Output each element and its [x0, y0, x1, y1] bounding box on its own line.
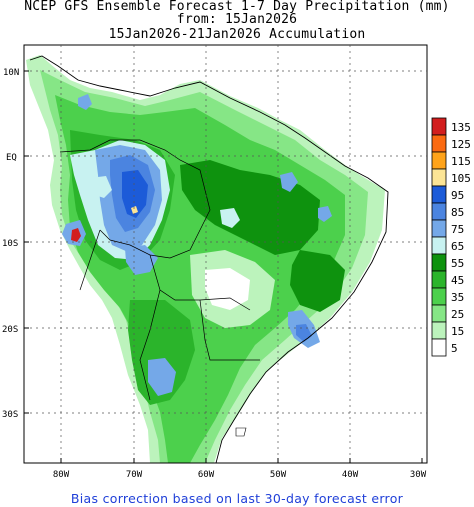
lat-label-30s: 30S	[2, 410, 18, 420]
map-subtitle-from: from: 15Jan2026	[176, 12, 298, 27]
legend-swatch	[431, 287, 447, 306]
precip-65-paraguay	[148, 358, 176, 396]
country-borders	[59, 139, 260, 401]
ticks	[24, 70, 423, 463]
lon-label-50w: 50W	[270, 470, 287, 480]
precip-95-105-spot	[131, 206, 138, 214]
precip-65-east-2	[318, 206, 332, 222]
legend-label: 95	[451, 189, 464, 202]
lat-label-eq: EQ	[6, 153, 17, 163]
precip-65-bolivia	[125, 245, 158, 275]
legend-label: 85	[451, 206, 464, 219]
lat-label-20s: 20S	[2, 325, 18, 335]
lake	[235, 427, 247, 437]
legend-swatch	[431, 185, 447, 204]
legend-label: 25	[451, 308, 464, 321]
legend-label: 15	[451, 325, 464, 338]
legend-swatch	[431, 134, 447, 153]
legend-label: 35	[451, 291, 464, 304]
precipitation-field	[26, 55, 389, 463]
lat-label-10s: 10S	[2, 239, 18, 249]
legend-label: 5	[451, 342, 458, 355]
precip-65-east-1	[280, 172, 298, 192]
dry-interior-2	[205, 268, 250, 310]
precip-legend: 135 125 115 105 95 85 75 65 55 45 35 25 15 5	[431, 117, 471, 357]
legend-label: 105	[451, 172, 471, 185]
legend-label: 75	[451, 223, 464, 236]
map-title: NCEP GFS Ensemble Forecast 1-7 Day Preci…	[24, 0, 450, 14]
plot-frame	[23, 44, 428, 464]
legend-swatch	[431, 321, 447, 340]
legend-label: 125	[451, 138, 471, 151]
precip-65-minas	[220, 208, 240, 228]
legend-swatch	[431, 236, 447, 255]
precip-45-55-east	[290, 250, 345, 312]
legend-swatch	[431, 253, 447, 272]
legend-swatch	[431, 168, 447, 187]
lon-label-60w: 60W	[198, 470, 215, 480]
legend-swatch	[431, 338, 447, 357]
legend-swatch	[431, 270, 447, 289]
precip-85-95-area	[122, 170, 148, 218]
precip-65-north	[78, 94, 92, 110]
legend-swatch	[431, 202, 447, 221]
lat-label-10n: 10N	[3, 68, 19, 78]
legend-swatch	[431, 219, 447, 238]
coastline	[29, 55, 389, 463]
legend-label: 115	[451, 155, 471, 168]
lon-label-80w: 80W	[53, 470, 70, 480]
legend-label: 135	[451, 121, 471, 134]
legend-label: 65	[451, 240, 464, 253]
map-subtitle-period: 15Jan2026-21Jan2026 Accumulation	[108, 27, 366, 42]
gridlines	[24, 45, 427, 463]
legend-swatch	[431, 151, 447, 170]
lon-label-70w: 70W	[126, 470, 143, 480]
precip-max-peru	[71, 228, 81, 242]
legend-swatch	[431, 304, 447, 323]
legend-label: 55	[451, 257, 464, 270]
lon-label-30w: 30W	[410, 470, 427, 480]
legend-label: 45	[451, 274, 464, 287]
precip-65-coast	[90, 176, 112, 198]
lon-label-40w: 40W	[342, 470, 359, 480]
bias-correction-note: Bias correction based on last 30-day for…	[70, 491, 404, 506]
legend-swatch	[431, 117, 447, 136]
